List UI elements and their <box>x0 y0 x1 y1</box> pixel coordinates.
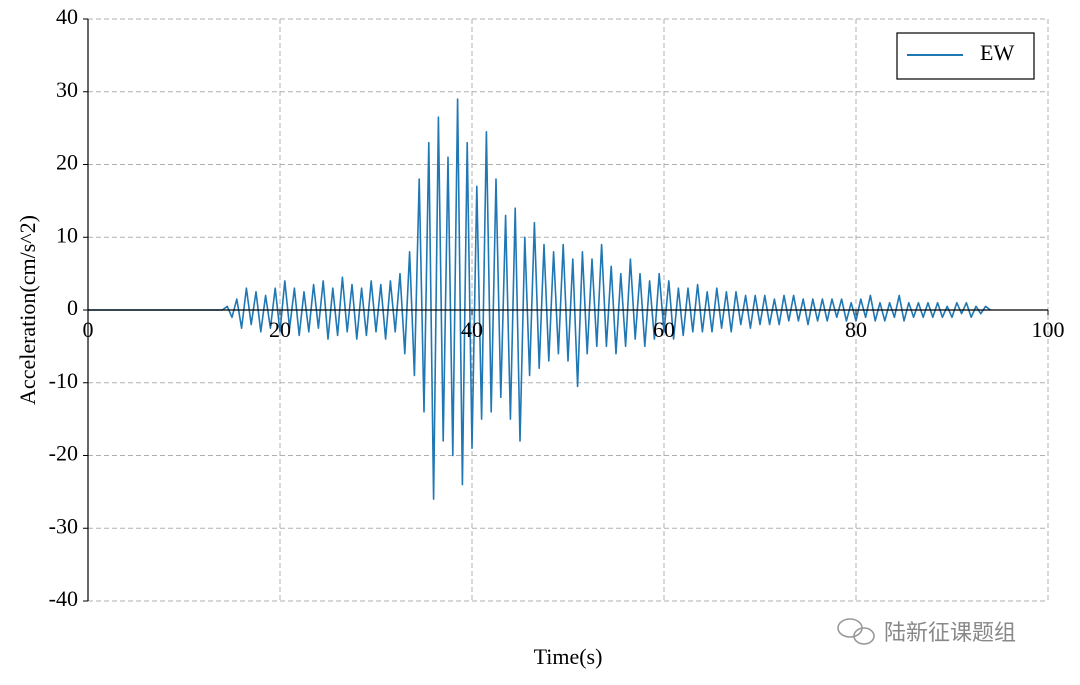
y-tick-label: 40 <box>56 4 78 29</box>
watermark: 陆新征课题组 <box>884 621 1016 646</box>
x-tick-label: 40 <box>461 317 483 342</box>
y-tick-label: 20 <box>56 150 78 175</box>
x-axis-label: Time(s) <box>534 644 603 669</box>
y-tick-label: 10 <box>56 222 78 247</box>
y-tick-label: -10 <box>49 368 78 393</box>
line <box>88 98 991 500</box>
y-tick-label: 0 <box>67 295 78 320</box>
legend-label: EW <box>980 40 1014 65</box>
y-tick-label: -30 <box>49 513 78 538</box>
watermark-icon <box>837 618 875 645</box>
x-tick-label: 0 <box>83 317 94 342</box>
y-axis-label: Acceleration(cm/s^2) <box>15 215 40 405</box>
y-tick-label: -40 <box>49 586 78 611</box>
x-tick-label: 20 <box>269 317 291 342</box>
x-tick-label: 100 <box>1032 317 1065 342</box>
y-tick-label: 30 <box>56 77 78 102</box>
x-tick-label: 80 <box>845 317 867 342</box>
y-tick-label: -20 <box>49 441 78 466</box>
x-tick-label: 60 <box>653 317 675 342</box>
